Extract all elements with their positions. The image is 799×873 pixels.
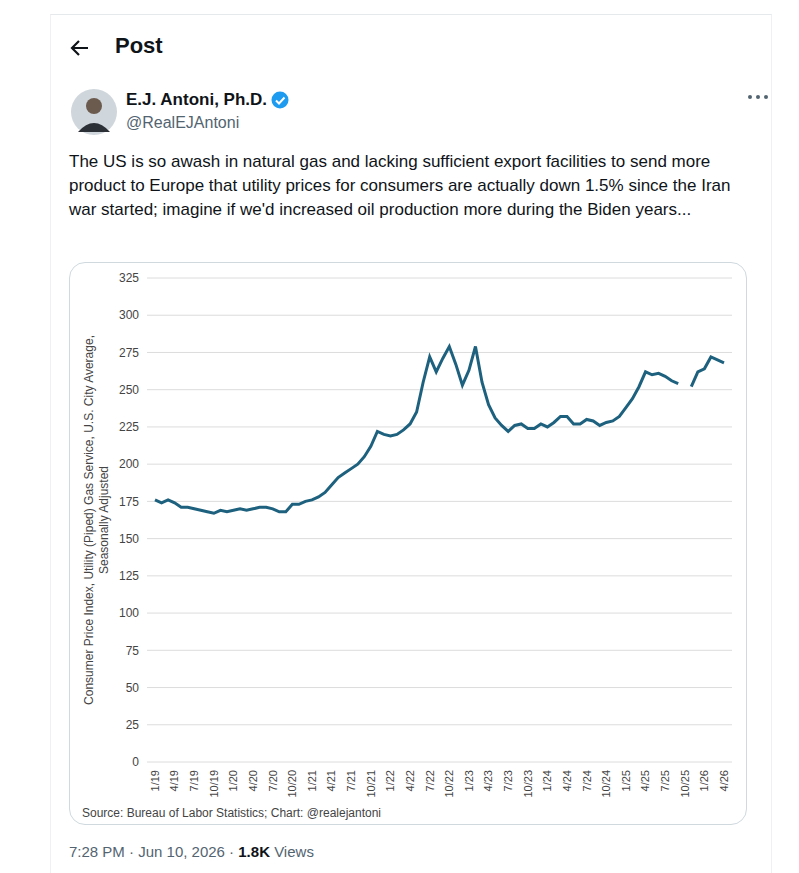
- svg-text:4/22: 4/22: [404, 770, 416, 791]
- svg-text:7/21: 7/21: [345, 770, 357, 791]
- svg-text:4/21: 4/21: [325, 770, 337, 791]
- svg-text:10/24: 10/24: [600, 770, 612, 798]
- svg-text:7/20: 7/20: [267, 770, 279, 791]
- html-text:E.J. Antoni, Ph.D.: E.J. Antoni, Ph.D.: [126, 90, 267, 109]
- svg-text:4/20: 4/20: [247, 770, 259, 791]
- svg-text:7/23: 7/23: [502, 770, 514, 791]
- svg-text:4/19: 4/19: [168, 770, 180, 791]
- svg-text:10/25: 10/25: [679, 770, 691, 798]
- svg-text:250: 250: [119, 383, 139, 397]
- html-text:@RealEJAntoni: @RealEJAntoni: [126, 114, 240, 131]
- svg-text:10/19: 10/19: [208, 770, 220, 798]
- svg-text:1/22: 1/22: [384, 770, 396, 791]
- svg-text:75: 75: [126, 644, 140, 658]
- svg-text:100: 100: [119, 606, 139, 620]
- svg-text:325: 325: [119, 271, 139, 285]
- svg-text:200: 200: [119, 457, 139, 471]
- svg-text:1/20: 1/20: [227, 770, 239, 791]
- svg-text:Seasonally Adjusted: Seasonally Adjusted: [97, 466, 111, 574]
- html-text:The US is so awash in natural: The US is so awash in natural gas and la…: [69, 152, 731, 219]
- svg-text:25: 25: [126, 718, 140, 732]
- svg-text:0: 0: [132, 755, 139, 769]
- svg-text:300: 300: [119, 308, 139, 322]
- svg-text:10/20: 10/20: [286, 770, 298, 798]
- svg-text:4/25: 4/25: [639, 770, 651, 791]
- svg-text:7/22: 7/22: [424, 770, 436, 791]
- svg-text:225: 225: [119, 420, 139, 434]
- svg-text:4/24: 4/24: [561, 770, 573, 791]
- svg-text:1/25: 1/25: [620, 770, 632, 791]
- html-text:7:28 PM · Jun 10, 2026 · 1.8K: 7:28 PM · Jun 10, 2026 · 1.8K Views: [69, 843, 314, 860]
- svg-text:10/21: 10/21: [365, 770, 377, 798]
- svg-text:50: 50: [126, 681, 140, 695]
- svg-text:7/24: 7/24: [581, 770, 593, 791]
- svg-text:150: 150: [119, 532, 139, 546]
- html-text:Post: Post: [115, 33, 163, 58]
- svg-text:4/26: 4/26: [718, 770, 730, 791]
- svg-text:1/21: 1/21: [306, 770, 318, 791]
- svg-text:7/19: 7/19: [188, 770, 200, 791]
- svg-text:1/23: 1/23: [463, 770, 475, 791]
- svg-text:1/24: 1/24: [541, 770, 553, 791]
- svg-text:10/23: 10/23: [522, 770, 534, 798]
- svg-text:4/23: 4/23: [482, 770, 494, 791]
- svg-text:1/26: 1/26: [698, 770, 710, 791]
- svg-text:1/19: 1/19: [149, 770, 161, 791]
- svg-text:7/25: 7/25: [659, 770, 671, 791]
- svg-text:125: 125: [119, 569, 139, 583]
- html-text:Source: Bureau of Labor Statis: Source: Bureau of Labor Statistics; Char…: [82, 806, 381, 820]
- svg-text:10/22: 10/22: [443, 770, 455, 798]
- svg-text:Consumer Price Index, Utility: Consumer Price Index, Utility (Piped) Ga…: [82, 335, 96, 705]
- svg-text:175: 175: [119, 495, 139, 509]
- svg-text:275: 275: [119, 346, 139, 360]
